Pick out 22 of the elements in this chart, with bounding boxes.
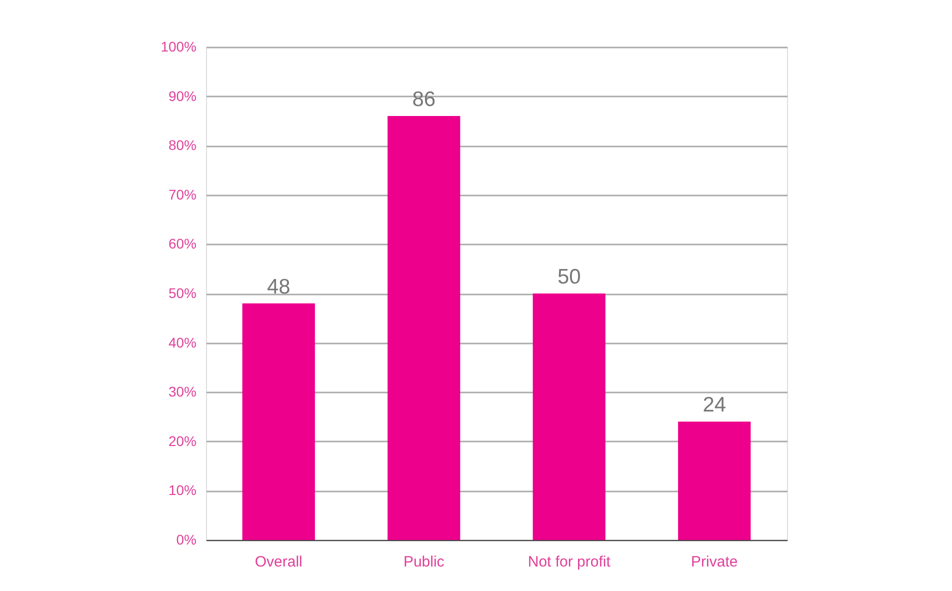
y-tick-label: 90% (168, 88, 196, 104)
data-label: 48 (266, 275, 290, 298)
x-tick-label: Private (691, 554, 738, 570)
bar (242, 303, 315, 540)
y-tick-label: 0% (176, 532, 196, 548)
y-tick-label: 40% (168, 334, 196, 350)
y-tick-label: 20% (168, 432, 196, 449)
x-tick-label: Public (403, 554, 445, 570)
y-tick-label: 60% (168, 236, 196, 252)
y-tick-label: 10% (168, 482, 196, 498)
y-tick-label: 50% (168, 285, 196, 301)
bar (388, 116, 460, 540)
y-tick-label: 30% (168, 384, 196, 400)
y-tick-label: 70% (168, 186, 196, 202)
x-tick-label: Overall (254, 554, 302, 570)
y-tick-label: 80% (168, 137, 196, 154)
x-tick-label: Not for profit (528, 554, 612, 570)
bar (678, 422, 751, 540)
data-label: 50 (557, 266, 581, 288)
bar (532, 294, 606, 540)
data-label: 24 (702, 394, 726, 417)
y-tick-label: 100% (160, 38, 196, 54)
